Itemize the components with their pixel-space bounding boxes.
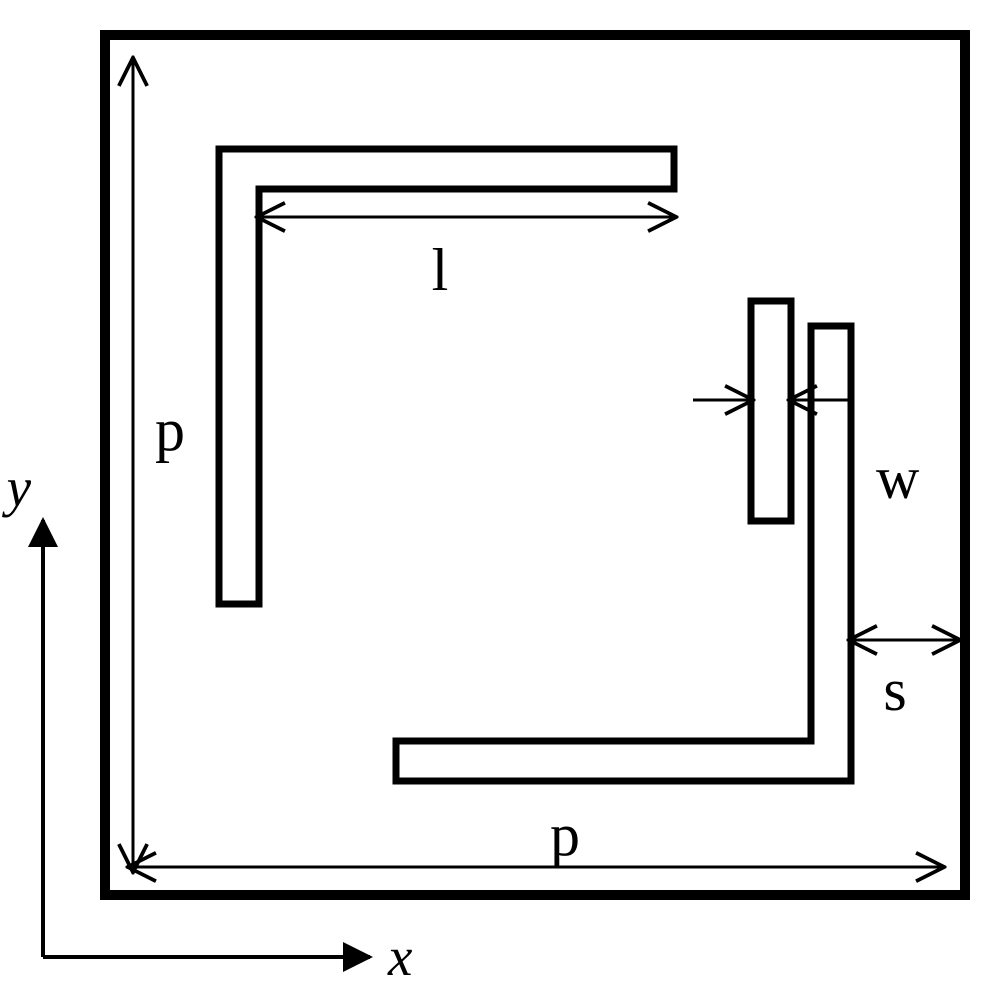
dim-s-label: s [883,657,906,723]
dim-p-horizontal-label: p [550,802,580,868]
axis-y-label: y [2,457,32,518]
dim-p-vertical-label: p [155,397,185,463]
schematic-diagram: x y p p l w s [0,0,984,1000]
dim-w-label: w [876,445,920,511]
short-bar-right [751,301,791,521]
axis-x-label: x [387,926,413,987]
coordinate-axes: x y [2,457,413,987]
dim-l-label: l [432,237,449,303]
